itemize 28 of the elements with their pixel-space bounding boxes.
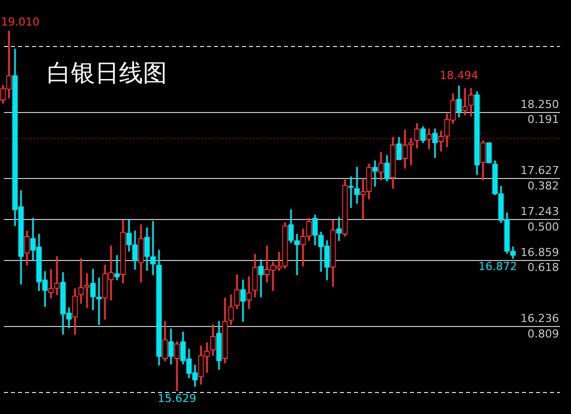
ref-line-label: 18.250 [520,98,559,111]
annotation: 0.500 [528,220,559,234]
candlestick [48,268,54,298]
annotation: 15.629 [158,392,196,406]
candlestick [54,256,60,296]
ref-line-label: 17.243 [520,204,559,218]
candlestick [150,221,156,275]
ref-line-label: 16.859 [520,246,559,259]
annotation: 16.872 [478,260,518,273]
candlestick [96,277,102,325]
text: 19.010 [1,15,40,28]
ref-line-label: 16.236 [520,312,559,325]
candlestick [372,160,378,187]
candlestick [258,259,264,298]
candlestick [294,234,300,275]
candlestick [78,258,84,304]
annotation: 0.191 [528,113,559,126]
candlestick [114,255,120,280]
annotation: 0.809 [528,327,559,340]
ref-line-label: 17.627 [520,164,559,177]
annotation: 18.494 [440,69,478,82]
candlestick [246,276,252,310]
candlestick [462,88,468,116]
text: 白银日线图 [47,59,167,88]
annotation: 0.618 [528,261,559,274]
annotation: 0.382 [528,179,559,192]
candlestick [336,216,342,241]
candlestick [354,166,360,204]
